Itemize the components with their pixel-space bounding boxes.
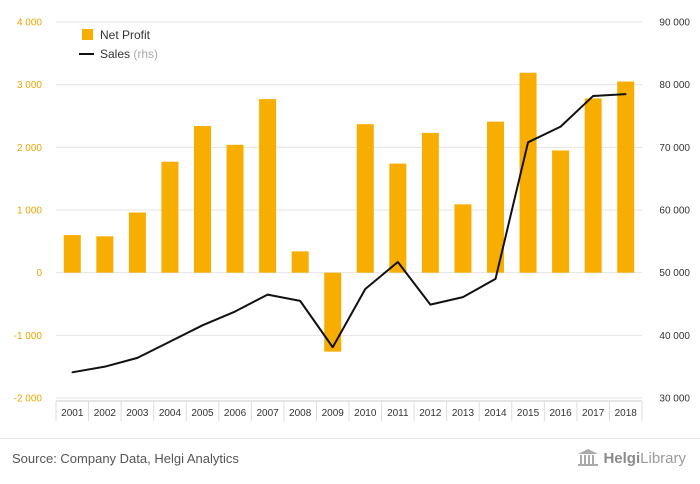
net-profit-bar-2003 <box>128 212 146 273</box>
left-tick-label: 0 <box>36 268 42 279</box>
net-profit-bar-2016 <box>552 150 570 273</box>
library-building-icon <box>578 449 599 466</box>
x-tick-label: 2006 <box>224 408 247 419</box>
right-tick-label: 30 000 <box>659 394 690 405</box>
net-profit-bar-2018 <box>617 81 635 273</box>
x-axis: 2001 2002 2003 2004 2005 2006 2007 2008 2009 2010… <box>55 400 643 421</box>
x-tick-label: 2012 <box>419 408 442 419</box>
sales-point-2004 <box>169 340 171 343</box>
helgi-library-logo[interactable]: Helgi Library <box>577 449 686 467</box>
x-tick-label: 2001 <box>61 408 84 419</box>
left-tick-label: 1 000 <box>17 206 42 217</box>
net-profit-bar-2014 <box>487 121 504 273</box>
right-tick-label: 90 000 <box>659 18 690 29</box>
x-tick-label: 2011 <box>387 408 409 419</box>
x-tick-label: 2008 <box>289 408 312 419</box>
sales-line-group <box>71 93 627 374</box>
sales-point-2008 <box>299 300 301 302</box>
sales-point-2009 <box>331 346 334 349</box>
left-tick-label: -1 000 <box>14 331 43 342</box>
x-tick-label: 2009 <box>322 408 345 419</box>
sales-point-2001 <box>71 371 74 374</box>
brand-prefix: Helgi <box>603 449 641 467</box>
net-profit-bar-2004 <box>161 161 179 273</box>
right-axis-ticks: 30 000 40 000 50 000 60 000 70 000 80 000 90 0… <box>659 18 690 405</box>
left-tick-label: 4 000 <box>17 18 42 29</box>
net-profit-bar-2011 <box>389 163 407 273</box>
right-tick-label: 80 000 <box>659 80 690 91</box>
net-profit-bar-2017 <box>584 98 602 273</box>
chart: -2 000 -1 000 0 1 000 2 000 3 000 4 000 30 000… <box>14 18 690 421</box>
net-profit-bar-2008 <box>291 251 309 273</box>
sales-point-2006 <box>234 310 236 313</box>
sales-point-2016 <box>559 125 562 128</box>
legend-label-sales: Sales (rhs) <box>100 47 158 61</box>
x-tick-label: 2003 <box>126 408 149 419</box>
sales-point-2018 <box>624 93 627 95</box>
legend-note-rhs: (rhs) <box>133 47 158 61</box>
right-tick-label: 60 000 <box>659 206 690 217</box>
source-note: Source: Company Data, Helgi Analytics <box>12 451 239 466</box>
right-tick-label: 40 000 <box>659 331 690 342</box>
left-tick-label: -2 000 <box>14 394 43 405</box>
x-tick-label: 2010 <box>354 408 377 419</box>
x-tick-label: 2017 <box>582 408 605 419</box>
legend-label-sales-text: Sales <box>100 47 130 61</box>
sales-point-2015 <box>527 141 529 144</box>
sales-point-2010 <box>364 288 367 290</box>
net-profit-bar-2015 <box>519 72 537 273</box>
x-tick-label: 2013 <box>452 408 475 419</box>
x-tick-label: 2018 <box>615 408 638 419</box>
x-tick-label: 2016 <box>549 408 572 419</box>
net-profit-bar-2010 <box>356 124 374 273</box>
net-profit-bars <box>63 72 635 352</box>
right-tick-label: 70 000 <box>659 143 690 154</box>
x-tick-label: 2007 <box>256 408 279 419</box>
left-tick-label: 2 000 <box>17 143 42 154</box>
sales-point-2005 <box>201 324 204 327</box>
net-profit-bar-2002 <box>96 236 114 273</box>
sales-point-2017 <box>592 95 594 97</box>
left-tick-label: 3 000 <box>17 80 42 91</box>
gridlines <box>56 21 642 399</box>
net-profit-bar-2005 <box>194 126 211 273</box>
sales-point-2014 <box>494 278 497 280</box>
footer: Source: Company Data, Helgi Analytics He… <box>0 438 700 484</box>
x-tick-label: 2002 <box>94 408 117 419</box>
sales-point-2011 <box>397 261 399 263</box>
net-profit-bar-2006 <box>226 144 244 273</box>
sales-point-2012 <box>429 303 432 306</box>
left-axis-ticks: -2 000 -1 000 0 1 000 2 000 3 000 4 000 <box>14 18 43 405</box>
sales-point-2003 <box>136 357 139 359</box>
brand-suffix: Library <box>640 449 686 467</box>
sales-line <box>72 93 626 374</box>
net-profit-bar-2009 <box>324 272 342 352</box>
sales-point-2007 <box>266 293 269 296</box>
legend-label-net-profit: Net Profit <box>100 28 151 42</box>
legend-swatch-net-profit <box>82 29 93 40</box>
net-profit-bar-2007 <box>259 99 277 273</box>
net-profit-bar-2012 <box>421 132 439 273</box>
legend: Net Profit Sales (rhs) <box>79 28 158 61</box>
net-profit-bar-2001 <box>63 235 81 273</box>
net-profit-bar-2013 <box>454 204 472 273</box>
sales-point-2002 <box>104 365 106 368</box>
sales-point-2013 <box>462 296 464 298</box>
x-tick-label: 2005 <box>191 408 214 419</box>
right-tick-label: 50 000 <box>659 268 690 279</box>
x-tick-label: 2014 <box>484 408 507 419</box>
x-tick-label: 2015 <box>517 408 540 419</box>
x-tick-label: 2004 <box>159 408 182 419</box>
